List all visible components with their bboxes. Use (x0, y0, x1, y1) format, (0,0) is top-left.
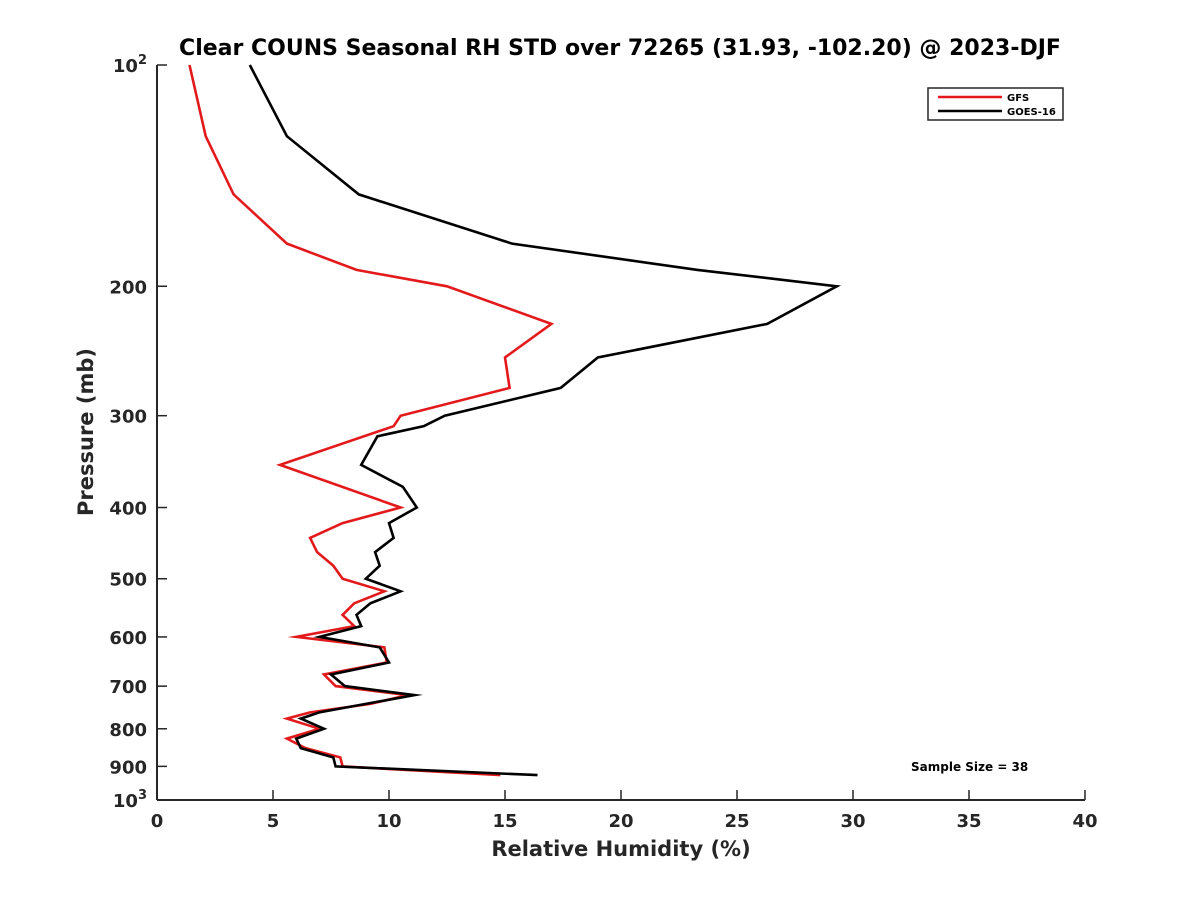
y-tick-label: 400 (109, 499, 147, 520)
y-tick-label: 800 (109, 720, 147, 741)
x-tick-label: 15 (492, 811, 517, 832)
legend-box (927, 87, 1064, 121)
x-tick-label: 40 (1072, 811, 1097, 832)
legend: GFS GOES-16 (927, 87, 1064, 121)
legend-label-goes16: GOES-16 (1007, 107, 1056, 118)
x-tick-label: 0 (151, 811, 164, 832)
x-axis-label: Relative Humidity (%) (491, 837, 750, 861)
y-tick-label: 102 (113, 53, 147, 77)
legend-label-gfs: GFS (1007, 93, 1029, 104)
chart-title: Clear COUNS Seasonal RH STD over 72265 (… (179, 36, 1061, 61)
x-tick-label: 25 (724, 811, 749, 832)
y-tick-label: 200 (109, 277, 147, 298)
y-axis-label: Pressure (mb) (74, 348, 98, 516)
x-tick-label: 35 (956, 811, 981, 832)
sample-size-annotation: Sample Size = 38 (911, 760, 1028, 774)
y-tick-label: 300 (109, 407, 147, 428)
y-tick-label: 103 (113, 788, 147, 812)
y-tick-label: 600 (109, 628, 147, 649)
x-tick-label: 10 (376, 811, 401, 832)
series-line-gfs (188, 64, 555, 777)
y-tick-label: 500 (109, 570, 147, 591)
series-line-goes16 (248, 64, 842, 777)
y-tick-label: 700 (109, 677, 147, 698)
x-tick-label: 5 (267, 811, 280, 832)
y-tick-label: 900 (109, 757, 147, 778)
x-tick-label: 20 (608, 811, 633, 832)
x-ticks: 0 5 10 15 20 25 30 35 40 (151, 790, 1098, 832)
plot-lines (188, 64, 842, 777)
x-tick-label: 30 (840, 811, 865, 832)
y-ticks: 102 200 300 400 500 600 700 800 900 103 (109, 53, 167, 812)
